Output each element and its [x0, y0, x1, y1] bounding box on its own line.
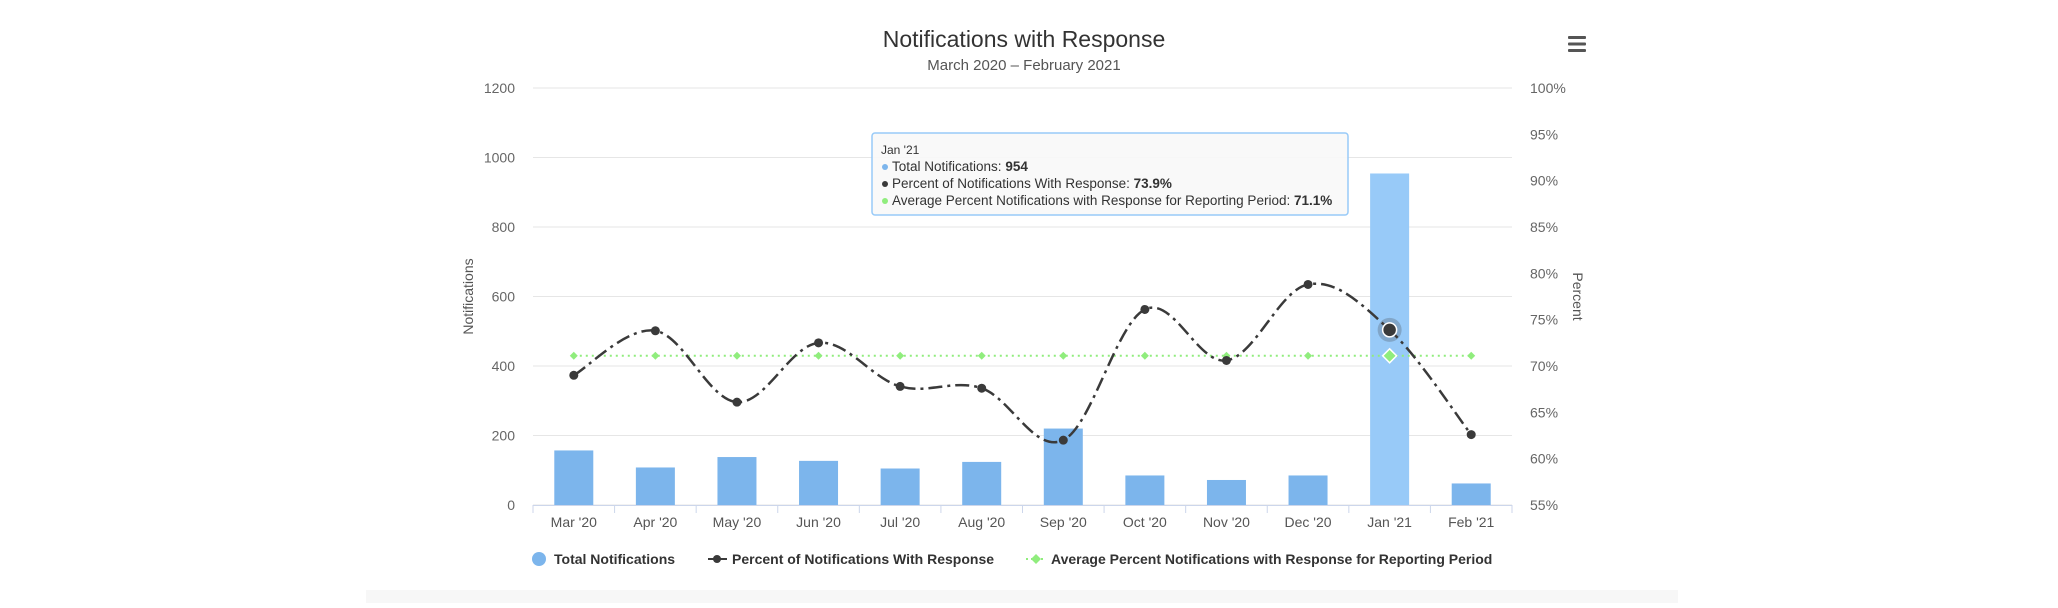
bar	[717, 457, 757, 505]
series-total-notifications[interactable]	[554, 173, 1491, 506]
x-tick-label: Apr '20	[633, 514, 677, 530]
bar	[1288, 475, 1328, 505]
x-tick-label: Mar '20	[551, 514, 597, 530]
bar	[635, 467, 675, 505]
x-tick-label: Aug '20	[958, 514, 1005, 530]
y-left-tick-label: 800	[492, 219, 516, 235]
tooltip-row-label: Total Notifications:	[892, 159, 1005, 174]
bar	[799, 460, 839, 505]
x-tick-label: May '20	[713, 514, 762, 530]
percent-marker	[1140, 304, 1150, 314]
percent-marker	[1058, 435, 1068, 445]
tooltip: Jan '21 Total Notifications: 954 Percent o…	[871, 132, 1349, 216]
tooltip-bullet	[882, 198, 888, 204]
series-average-percent[interactable]	[569, 347, 1476, 364]
percent-marker	[569, 370, 579, 380]
bar	[880, 468, 920, 505]
average-marker	[1381, 347, 1398, 364]
x-tick-label: Jun '20	[796, 514, 841, 530]
y-right-tick-label: 90%	[1530, 173, 1558, 189]
bar	[1125, 475, 1165, 505]
tooltip-row: Average Percent Notifications with Respo…	[892, 193, 1332, 208]
legend-label-percent: Percent of Notifications With Response	[732, 551, 994, 567]
x-tick-label: Jan '21	[1367, 514, 1412, 530]
y-left-tick-label: 200	[492, 428, 516, 444]
y-right-tick-label: 55%	[1530, 497, 1558, 513]
percent-line	[573, 282, 1473, 444]
percent-marker	[814, 338, 824, 348]
y-right-tick-label: 65%	[1530, 404, 1558, 420]
footer-band	[366, 590, 1678, 603]
x-tick-label: Jul '20	[880, 514, 920, 530]
y-right-tick-label: 85%	[1530, 219, 1558, 235]
legend[interactable]: Total Notifications Percent of Notificati…	[532, 551, 1492, 567]
axes: 0 200 400 600 800 1000 1200 55% 60% 65% 70% 75% 80% 8…	[460, 80, 1586, 530]
bar	[1451, 483, 1491, 505]
x-tick-label: Sep '20	[1040, 514, 1087, 530]
percent-marker	[1381, 322, 1398, 338]
tooltip-row-value: 73.9%	[1134, 176, 1172, 191]
tooltip-row: Percent of Notifications With Response: …	[892, 176, 1172, 191]
tooltip-row-value: 71.1%	[1294, 193, 1332, 208]
y-left-tick-label: 0	[507, 497, 515, 513]
tooltip-row: Total Notifications: 954	[892, 159, 1028, 174]
percent-marker	[1221, 355, 1231, 365]
bar	[962, 461, 1002, 505]
chart-subtitle: March 2020 – February 2021	[927, 57, 1120, 74]
x-tick-label: Nov '20	[1203, 514, 1250, 530]
x-tick-label: Feb '21	[1448, 514, 1494, 530]
y-right-axis-title: Percent	[1570, 272, 1586, 320]
average-marker	[1140, 351, 1149, 360]
y-right-tick-label: 100%	[1530, 80, 1566, 96]
bar	[554, 450, 594, 505]
percent-marker	[1466, 430, 1476, 440]
x-tick-label: Dec '20	[1285, 514, 1332, 530]
bar	[1206, 479, 1246, 505]
average-marker	[732, 351, 741, 360]
y-left-tick-label: 600	[492, 289, 516, 305]
hamburger-menu-icon[interactable]	[1564, 32, 1592, 58]
x-tick-label: Oct '20	[1123, 514, 1167, 530]
legend-symbol-percent	[713, 555, 721, 563]
y-right-tick-label: 80%	[1530, 265, 1558, 281]
legend-symbol-average	[1031, 554, 1041, 564]
tooltip-header: Jan '21	[881, 143, 920, 157]
tooltip-row-label: Percent of Notifications With Response:	[892, 176, 1134, 191]
percent-marker	[650, 326, 660, 336]
average-marker	[1467, 351, 1476, 360]
y-left-tick-label: 1200	[484, 80, 515, 96]
percent-marker	[1303, 279, 1313, 289]
tooltip-row-label: Average Percent Notifications with Respo…	[892, 193, 1294, 208]
tooltip-box	[871, 132, 1349, 216]
y-left-tick-label: 400	[492, 358, 516, 374]
y-right-tick-label: 60%	[1530, 451, 1558, 467]
chart-title: Notifications with Response	[883, 26, 1166, 52]
legend-label-total: Total Notifications	[554, 551, 675, 567]
percent-marker	[895, 381, 905, 391]
y-left-tick-label: 1000	[484, 150, 515, 166]
percent-marker	[732, 397, 742, 407]
average-marker	[651, 351, 660, 360]
tooltip-bullet	[882, 164, 888, 170]
average-marker	[814, 351, 823, 360]
tooltip-bullet	[882, 181, 888, 187]
y-right-tick-label: 95%	[1530, 126, 1558, 142]
average-marker	[1059, 351, 1068, 360]
tooltip-row-value: 954	[1005, 159, 1028, 174]
percent-marker	[977, 383, 987, 393]
legend-label-average: Average Percent Notifications with Respo…	[1051, 551, 1492, 567]
average-marker	[1304, 351, 1313, 360]
series-percent-with-response[interactable]	[569, 279, 1476, 445]
legend-symbol-total	[532, 552, 546, 566]
y-left-axis-title: Notifications	[460, 258, 476, 334]
average-marker	[977, 351, 986, 360]
y-right-tick-label: 70%	[1530, 358, 1558, 374]
y-right-tick-label: 75%	[1530, 312, 1558, 328]
average-marker	[569, 351, 578, 360]
average-marker	[896, 351, 905, 360]
bar	[1370, 173, 1410, 506]
